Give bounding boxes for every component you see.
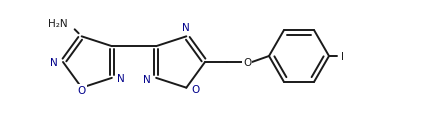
Text: N: N bbox=[182, 23, 190, 33]
Text: H₂N: H₂N bbox=[48, 19, 68, 29]
Text: N: N bbox=[50, 57, 58, 67]
Text: O: O bbox=[191, 84, 200, 94]
Text: I: I bbox=[340, 52, 344, 61]
Text: O: O bbox=[243, 57, 251, 67]
Text: N: N bbox=[143, 74, 151, 84]
Text: N: N bbox=[117, 73, 125, 83]
Text: O: O bbox=[77, 85, 86, 95]
